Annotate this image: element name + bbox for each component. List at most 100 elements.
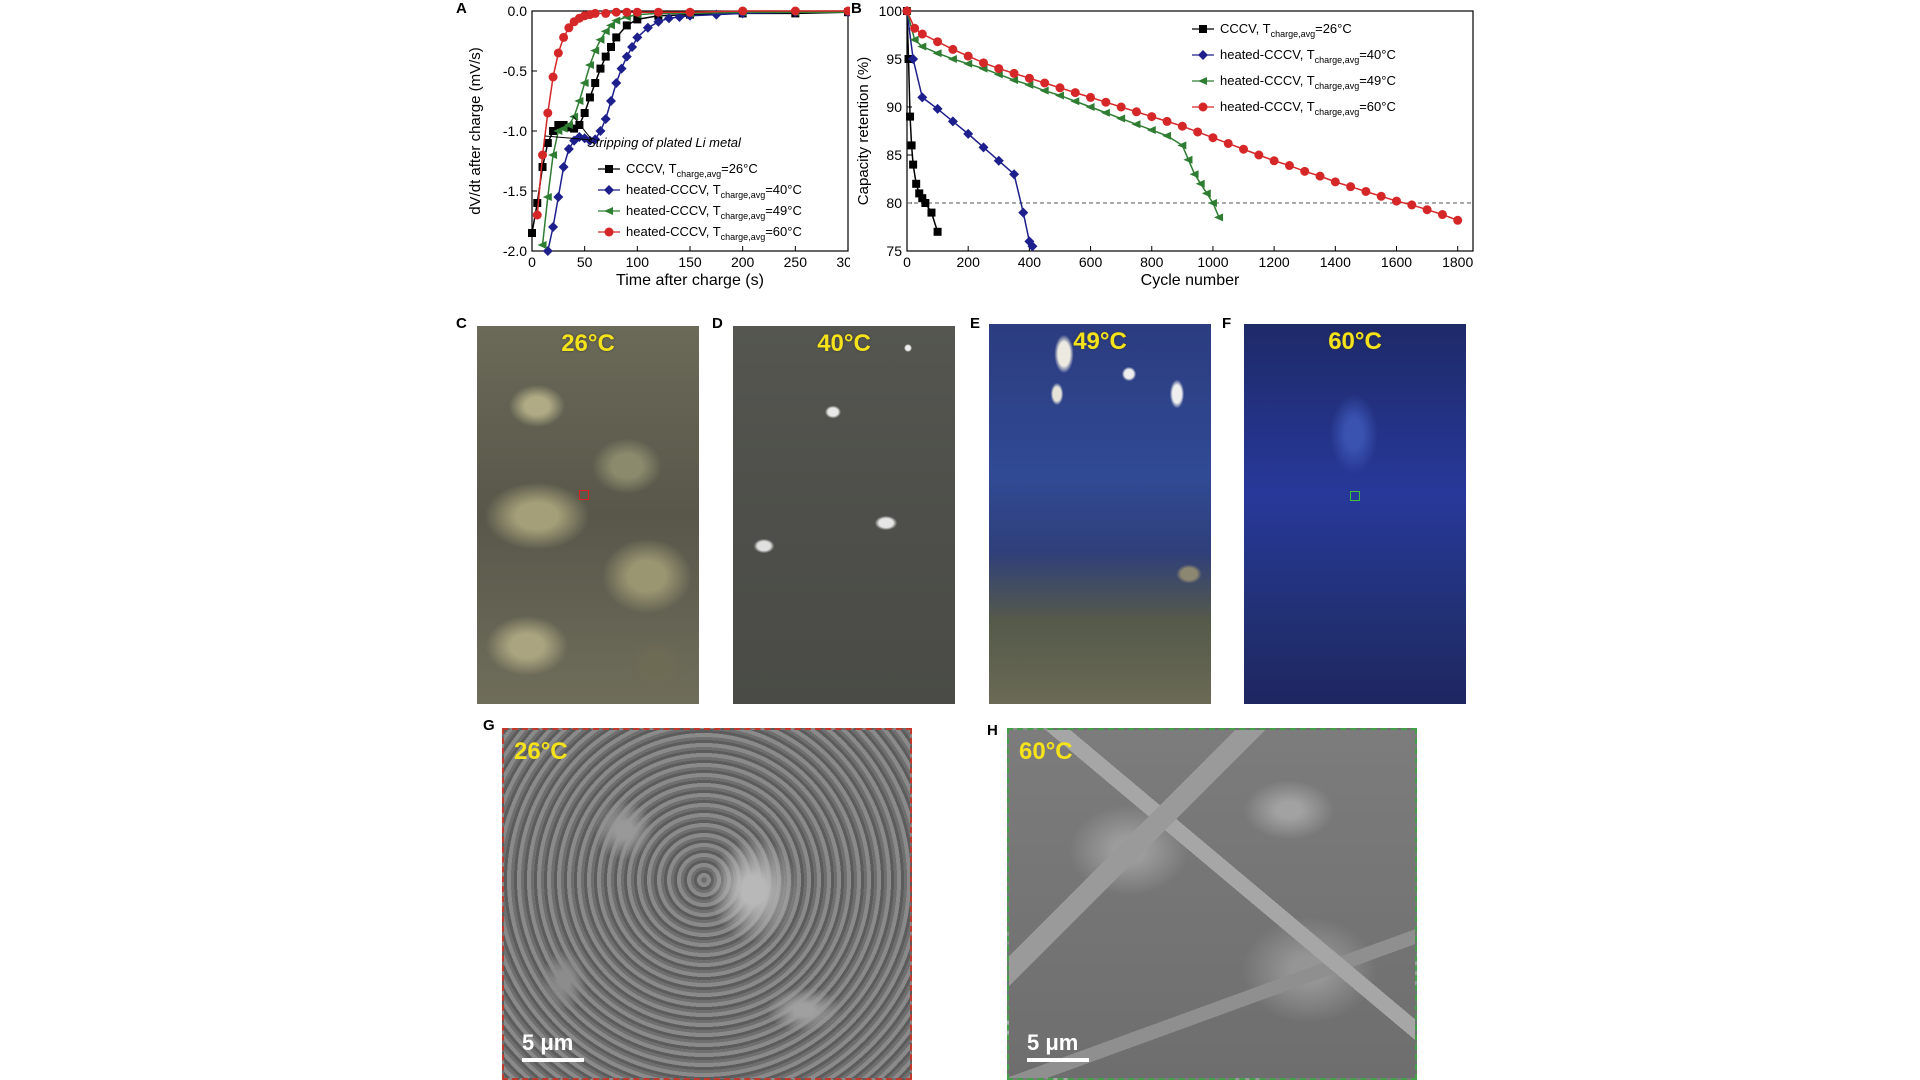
chart-b-point-1-3 xyxy=(932,103,943,114)
chart-b-point-2-17 xyxy=(1146,126,1156,135)
panel-label-c: C xyxy=(456,315,467,332)
chart-b-ytick-label-3: 90 xyxy=(886,99,902,115)
scale-bar-h-label: 5 μm xyxy=(1027,1030,1079,1055)
chart-a-ylabel: dV/dt after charge (mV/s) xyxy=(467,47,484,215)
chart-a-point-3-2 xyxy=(543,108,553,118)
chart-b-point-2-25 xyxy=(1214,213,1224,222)
chart-b-ytick-label-1: 80 xyxy=(886,195,902,211)
chart-a-legend-label-3: heated-CCCV, Tcharge,avg=60°C xyxy=(626,224,802,242)
chart-b-point-3-16 xyxy=(1131,107,1141,117)
chart-b-xtick-label-7: 1400 xyxy=(1320,254,1351,270)
chart-b-legend-name-2: heated-CCCV, T xyxy=(1220,73,1315,88)
chart-b-point-3-13 xyxy=(1086,92,1096,102)
chart-a-xtick-label-2: 100 xyxy=(626,254,650,270)
chart-b-point-1-2 xyxy=(917,92,928,103)
chart-a-point-1-4 xyxy=(563,144,574,154)
chart-b-point-3-32 xyxy=(1376,191,1386,201)
chart-a-ytick-label-3: -0.5 xyxy=(503,63,527,79)
chart-b-point-3-35 xyxy=(1422,205,1432,215)
panel-label-f: F xyxy=(1222,315,1232,332)
chart-a-legend-sub-2: charge,avg xyxy=(721,211,766,221)
chart-b-xlabel: Cycle number xyxy=(1141,272,1240,289)
chart-b-point-3-31 xyxy=(1361,186,1371,196)
chart-b-plot-frame xyxy=(906,10,1474,252)
chart-b-point-0-6 xyxy=(915,189,924,198)
chart-b-point-3-12 xyxy=(1070,88,1080,98)
chart-b-point-2-3 xyxy=(932,49,942,58)
chart-b-point-3-37 xyxy=(1453,215,1463,225)
chart-b-point-0-4 xyxy=(909,160,918,169)
chart-b-point-3-11 xyxy=(1055,83,1065,93)
chart-b-point-2-10 xyxy=(1039,86,1049,95)
chart-b-legend-sub-2: charge,avg xyxy=(1315,81,1360,91)
chart-b-point-2-4 xyxy=(947,55,957,63)
chart-b-point-3-36 xyxy=(1437,210,1447,220)
chart-b-point-0-2 xyxy=(906,112,915,121)
chart-b-point-0-8 xyxy=(921,199,930,207)
roi-marker-red xyxy=(579,490,589,500)
chart-b-legend-label-0: CCCV, Tcharge,avg=26°C xyxy=(1220,21,1352,39)
chart-b-point-2-18 xyxy=(1162,131,1172,140)
chart-a-point-0-5 xyxy=(554,121,563,129)
chart-b-legend-suffix-2: =49°C xyxy=(1359,73,1396,88)
chart-b-point-1-9 xyxy=(1018,207,1029,218)
chart-a-point-0-11 xyxy=(585,93,594,102)
chart-b-point-2-8 xyxy=(1009,76,1019,85)
chart-a-point-2-14 xyxy=(611,16,621,25)
chart-a-ytick-label-4: 0.0 xyxy=(508,3,528,19)
chart-b-xtick-label-8: 1600 xyxy=(1381,254,1412,270)
chart-b-point-2-23 xyxy=(1201,189,1211,198)
chart-b-legend-suffix-0: =26°C xyxy=(1315,21,1352,36)
photo-temp-49c: 49°C xyxy=(1073,328,1127,355)
chart-b-xtick-label-5: 1000 xyxy=(1197,254,1228,270)
chart-b-point-2-5 xyxy=(963,59,973,68)
chart-a-point-2-12 xyxy=(600,27,610,36)
scale-bar-g: 5 μm xyxy=(522,1030,584,1062)
chart-a-legend-sub-1: charge,avg xyxy=(721,190,766,200)
chart-a-legend-marker-3 xyxy=(604,227,614,237)
chart-b-legend-label-1: heated-CCCV, Tcharge,avg=40°C xyxy=(1220,47,1396,65)
chart-a-point-2-10 xyxy=(590,46,600,55)
chart-b-point-3-3 xyxy=(933,37,943,47)
chart-a-xtick-label-0: 0 xyxy=(528,254,536,270)
chart-b-point-1-8 xyxy=(1009,169,1020,180)
chart-a-point-2-7 xyxy=(574,97,584,105)
chart-a-point-1-15 xyxy=(621,51,632,62)
chart-a-point-1-3 xyxy=(558,162,569,172)
chart-b-point-3-8 xyxy=(1009,68,1019,78)
chart-a-point-1-8 xyxy=(584,135,595,146)
chart-a-point-1-6 xyxy=(574,132,585,142)
chart-a-point-3-5 xyxy=(559,32,569,42)
panel-label-b: B xyxy=(851,0,862,17)
chart-a-point-0-13 xyxy=(596,64,605,73)
chart-a-point-3-3 xyxy=(548,72,558,82)
chart-b-point-3-17 xyxy=(1147,112,1157,122)
chart-b-legend-sub-0: charge,avg xyxy=(1271,29,1316,39)
chart-b-series-line-1 xyxy=(906,10,1034,247)
chart-b-legend-suffix-3: =60°C xyxy=(1359,99,1396,114)
chart-b-ytick-label-2: 85 xyxy=(886,147,902,163)
chart-b-point-2-16 xyxy=(1131,120,1141,129)
chart-a-legend-name-0: CCCV, T xyxy=(626,161,677,176)
chart-b-legend-marker-0 xyxy=(1199,25,1207,33)
chart-b-point-2-22 xyxy=(1195,179,1205,188)
photo-temp-60c: 60°C xyxy=(1328,328,1382,355)
chart-b-xtick-label-1: 200 xyxy=(957,254,981,270)
chart-a-point-0-0 xyxy=(528,229,536,237)
chart-a-xtick-label-4: 200 xyxy=(731,254,755,270)
chart-a-annotation: Stripping of plated Li metal xyxy=(587,135,742,150)
chart-b-xtick-label-6: 1200 xyxy=(1259,254,1290,270)
chart-a-point-3-17 xyxy=(685,7,695,17)
photo-60c: 60°C xyxy=(1244,324,1466,704)
chart-b-point-1-1 xyxy=(908,54,919,64)
chart-a-point-0-6 xyxy=(559,121,568,129)
chart-b-xtick-label-4: 800 xyxy=(1140,254,1164,270)
chart-a-point-0-14 xyxy=(601,52,610,61)
chart-a-xlabel: Time after charge (s) xyxy=(616,272,764,289)
chart-b-point-3-2 xyxy=(917,29,927,39)
chart-b-point-3-6 xyxy=(978,58,988,68)
chart-b-legend-sub-3: charge,avg xyxy=(1315,107,1360,117)
chart-b-point-1-4 xyxy=(947,116,958,127)
chart-b-point-1-5 xyxy=(963,128,974,139)
chart-a-legend-label-0: CCCV, Tcharge,avg=26°C xyxy=(626,161,758,179)
